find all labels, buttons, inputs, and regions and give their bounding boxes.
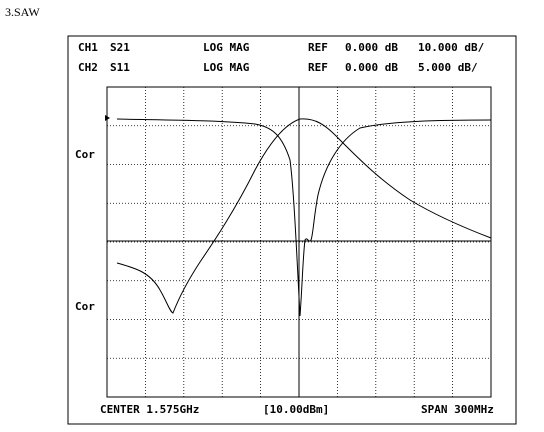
header: CH1 S21 LOG MAG REF 0.000 dB 10.000 dB/CH2 S11… — [78, 41, 485, 74]
frame — [67, 35, 517, 425]
header-cell: CH1 — [78, 41, 98, 54]
header-cell: REF — [308, 41, 328, 54]
header-cell: LOG MAG — [203, 61, 250, 74]
side-label: Cor — [75, 300, 95, 313]
caption: 3.SAW — [5, 5, 40, 19]
header-cell: 5.000 dB/ — [418, 61, 478, 74]
header-cell: CH2 — [78, 61, 98, 74]
footer-center: CENTER 1.575GHz — [100, 403, 199, 416]
header-cell: S11 — [110, 61, 130, 74]
header-cell: 10.000 dB/ — [418, 41, 485, 54]
side-label: Cor — [75, 148, 95, 161]
footer-span: SPAN 300MHz — [421, 403, 494, 416]
footer-power: [10.00dBm] — [263, 403, 329, 416]
header-cell: LOG MAG — [203, 41, 250, 54]
trace-s21 — [116, 118, 492, 314]
trace-s11 — [116, 118, 492, 317]
header-cell: 0.000 dB — [345, 41, 398, 54]
header-cell: 0.000 dB — [345, 61, 398, 74]
header-cell: S21 — [110, 41, 130, 54]
ref-marker — [105, 115, 110, 121]
header-cell: REF — [308, 61, 328, 74]
